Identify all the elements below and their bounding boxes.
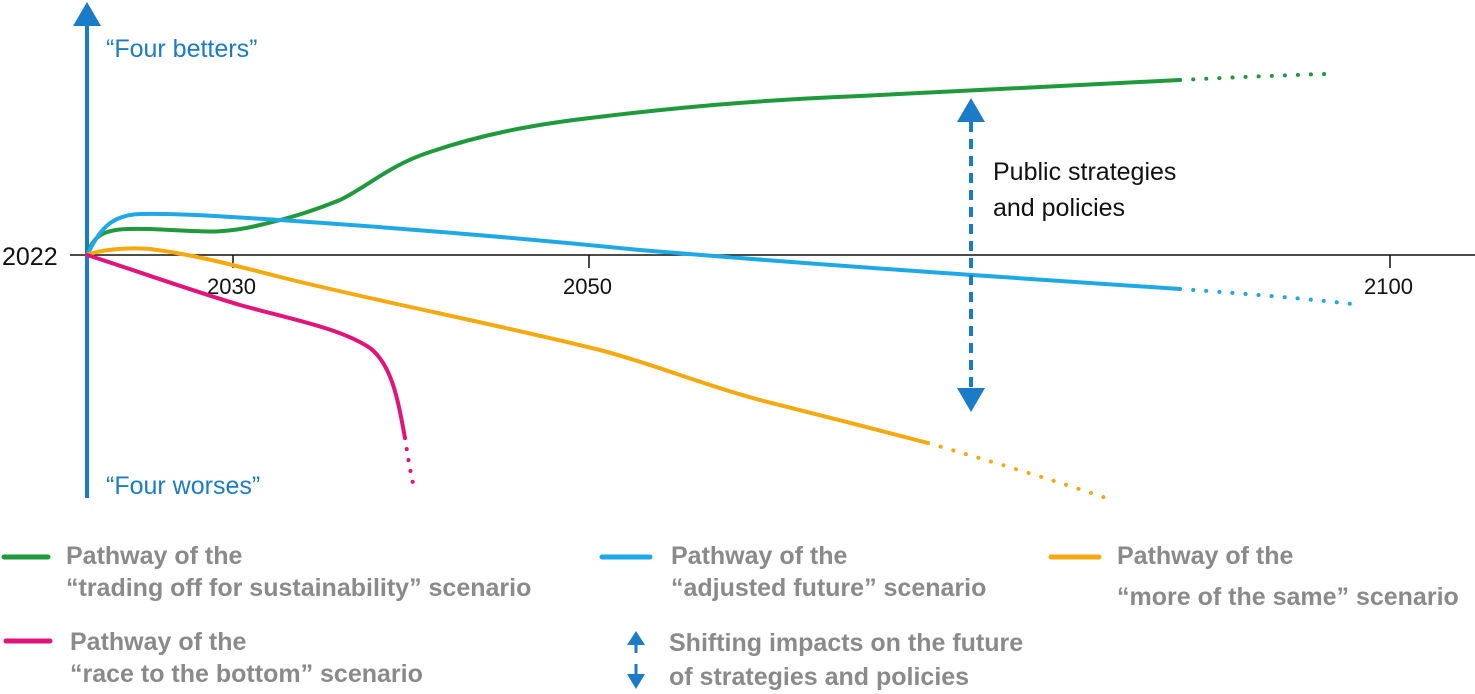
green-pathway-line	[85, 78, 1182, 257]
legend-blue-line2: “adjusted future” scenario	[671, 574, 986, 602]
four-betters-label: “Four betters”	[106, 35, 257, 63]
public-strategies-label-line1: Public strategies	[993, 158, 1176, 186]
orange-pathway-projection	[926, 441, 1108, 500]
quality-axis-arrowhead	[73, 2, 101, 26]
orange-pathway-line	[85, 246, 930, 445]
start-year-label: 2022	[2, 243, 58, 271]
four-worses-label: “Four worses”	[106, 472, 260, 500]
green-pathway-projection	[1178, 72, 1327, 82]
magenta-pathway-projection	[403, 436, 417, 494]
legend-shift-line2: of strategies and policies	[669, 663, 969, 691]
blue-pathway-line	[85, 211, 1182, 291]
tick-label-2100: 2100	[1364, 274, 1413, 299]
public-strategies-label-line2: and policies	[993, 194, 1125, 222]
legend-shift-line1: Shifting impacts on the future	[669, 629, 1023, 657]
legend-shift-down-arrow-icon	[627, 674, 645, 689]
legend: Pathway of the “trading off for sustaina…	[1, 542, 1459, 691]
legend-magenta-line2: “race to the bottom” scenario	[70, 660, 423, 688]
legend-orange-line2: “more of the same” scenario	[1117, 583, 1459, 611]
policy-shift-down-arrowhead	[957, 388, 985, 412]
magenta-pathway-line	[85, 253, 407, 440]
legend-orange-line1: Pathway of the	[1117, 542, 1294, 570]
legend-magenta-line1: Pathway of the	[70, 628, 247, 656]
blue-pathway-projection	[1178, 287, 1354, 306]
legend-green-line1: Pathway of the	[66, 542, 243, 570]
tick-label-2030: 2030	[207, 274, 256, 299]
tick-label-2050: 2050	[563, 274, 612, 299]
legend-blue-line1: Pathway of the	[671, 542, 848, 570]
legend-shift-up-arrow-icon	[627, 631, 645, 645]
legend-green-line2: “trading off for sustainability” scenari…	[66, 574, 531, 602]
policy-shift-up-arrowhead	[957, 98, 985, 122]
